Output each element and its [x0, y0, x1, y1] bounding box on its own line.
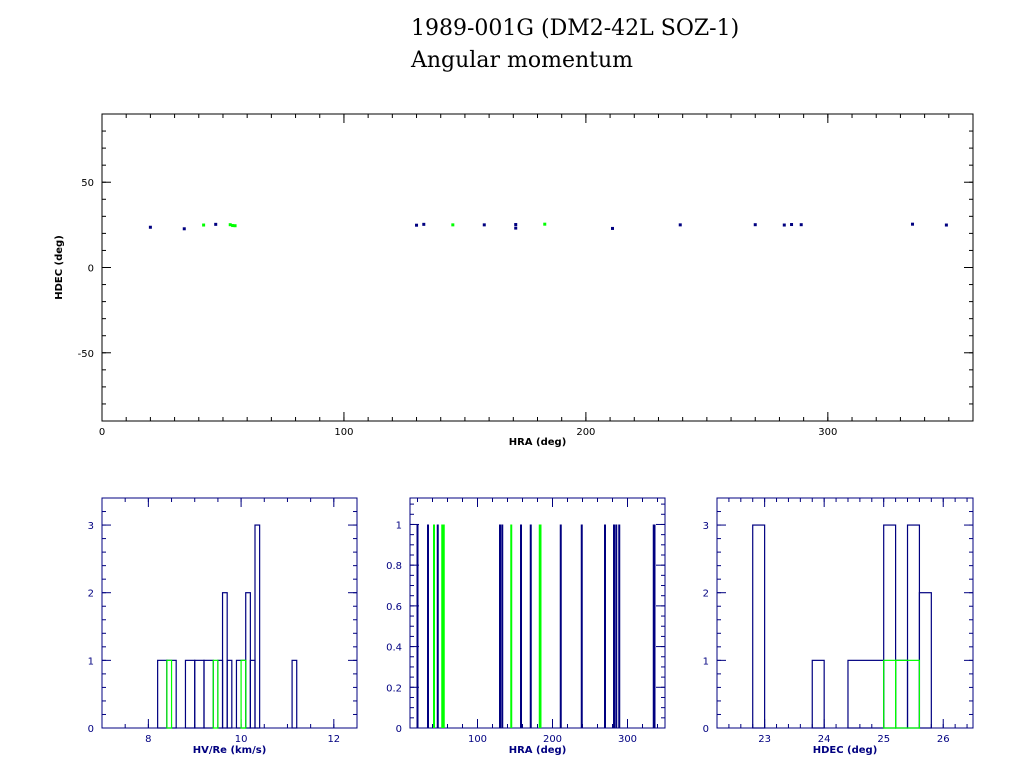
histogram-bar	[217, 659, 224, 729]
histogram-bar	[184, 659, 196, 729]
data-point	[782, 223, 786, 227]
histogram-bar	[895, 659, 909, 729]
x-tick-label: 100	[468, 734, 487, 745]
histogram-bar	[212, 659, 219, 729]
histogram-bar	[194, 659, 205, 729]
histogram-bar	[157, 659, 168, 729]
plot-frame	[409, 497, 666, 729]
data-point	[799, 223, 803, 227]
data-point	[753, 223, 757, 227]
histogram-bar	[918, 592, 932, 729]
y-tick-label: 2	[703, 589, 709, 600]
y-tick-label: 0	[88, 264, 94, 275]
data-point	[944, 223, 948, 227]
x-tick-label: 25	[877, 734, 890, 745]
data-point	[451, 223, 455, 227]
data-point	[202, 223, 206, 227]
histogram-bar	[245, 592, 251, 729]
y-axis-title: HDEC (deg)	[54, 235, 65, 300]
histogram-bar	[291, 659, 298, 729]
histogram-bar	[811, 659, 825, 729]
chart-subtitle: Angular momentum	[411, 48, 633, 73]
data-point	[415, 223, 419, 227]
y-tick-label: 50	[81, 178, 94, 189]
x-tick-label: 10	[235, 734, 248, 745]
histogram-bar	[249, 659, 256, 729]
x-tick-label: 12	[327, 734, 340, 745]
plot-frame	[716, 497, 974, 729]
plot-frame	[101, 497, 358, 729]
y-tick-label: 0.4	[386, 643, 402, 654]
data-point	[182, 227, 186, 231]
x-axis-title: HV/Re (km/s)	[193, 745, 267, 756]
x-tick-label: 200	[543, 734, 562, 745]
y-tick-label: -50	[78, 349, 94, 360]
x-tick-label: 8	[145, 734, 151, 745]
data-point	[422, 222, 426, 226]
data-point	[514, 226, 518, 230]
x-tick-label: 23	[758, 734, 771, 745]
histogram-bar	[203, 659, 214, 729]
histogram-bar	[883, 659, 897, 729]
data-point	[611, 226, 615, 230]
data-point	[148, 225, 152, 229]
data-point	[514, 223, 518, 227]
histogram-bar	[226, 659, 233, 729]
x-axis-title: HRA (deg)	[509, 745, 567, 756]
histogram-bar	[847, 659, 885, 729]
x-tick-label: 24	[818, 734, 831, 745]
x-tick-label: 0	[99, 427, 105, 438]
data-point	[231, 224, 235, 228]
histogram-bar	[752, 524, 766, 729]
histogram-bar	[221, 592, 228, 729]
x-tick-label: 100	[334, 427, 353, 438]
histogram-bar	[906, 524, 921, 729]
y-tick-label: 0.2	[386, 683, 402, 694]
data-point	[911, 222, 915, 226]
x-axis-title: HRA (deg)	[509, 437, 567, 448]
data-point	[228, 223, 232, 227]
x-tick-label: 300	[818, 427, 837, 438]
histogram-bar	[254, 524, 261, 729]
plot-frame	[101, 113, 974, 422]
y-tick-label: 2	[88, 589, 94, 600]
x-tick-label: 200	[576, 427, 595, 438]
histogram-bar	[240, 659, 247, 729]
y-tick-label: 1	[703, 656, 709, 667]
y-tick-label: 0	[396, 724, 402, 735]
y-tick-label: 0	[703, 724, 709, 735]
y-tick-label: 1	[88, 656, 94, 667]
histogram-bar	[895, 659, 921, 729]
x-tick-label: 300	[618, 734, 637, 745]
y-tick-label: 3	[703, 521, 709, 532]
y-tick-label: 0	[88, 724, 94, 735]
data-point	[214, 222, 218, 226]
y-tick-label: 3	[88, 521, 94, 532]
histogram-bar	[883, 524, 897, 729]
data-point	[543, 222, 547, 226]
chart-title: 1989-001G (DM2-42L SOZ-1)	[411, 16, 740, 41]
y-tick-label: 1	[396, 520, 402, 531]
data-point	[482, 223, 486, 227]
y-tick-label: 0.6	[386, 602, 402, 613]
x-axis-title: HDEC (deg)	[813, 745, 878, 756]
data-point	[233, 224, 237, 228]
x-tick-label: 26	[937, 734, 950, 745]
histogram-bar	[166, 659, 173, 729]
data-point	[678, 223, 682, 227]
y-tick-label: 0.8	[386, 561, 402, 572]
data-point	[790, 223, 794, 227]
